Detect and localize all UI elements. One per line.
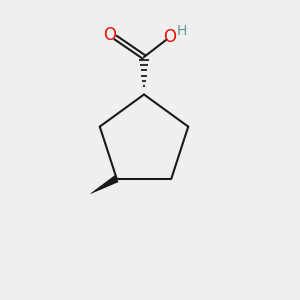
Text: O: O [164, 28, 177, 46]
Text: O: O [103, 26, 116, 44]
Text: H: H [176, 24, 187, 38]
Polygon shape [91, 175, 118, 194]
